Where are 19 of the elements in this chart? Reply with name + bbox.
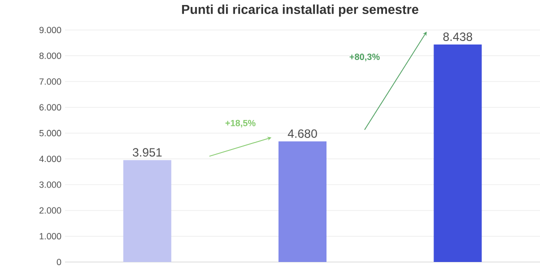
chart-title: Punti di ricarica installati per semestre <box>182 4 418 17</box>
data-label: 8.438 <box>443 32 472 41</box>
annotation: +80,3% <box>350 54 380 62</box>
y-tick-label: 8.000 <box>39 52 62 59</box>
y-tick-label: 1.000 <box>40 233 62 240</box>
y-tick-label: 5.000 <box>39 130 62 136</box>
bar <box>123 160 172 262</box>
data-label: 3.951 <box>132 148 162 157</box>
y-tick-label: 7.000 <box>39 78 62 85</box>
y-tick-label: 2.000 <box>39 207 62 214</box>
y-tick-label: 6.000 <box>39 104 62 111</box>
y-tick-label: 0 <box>56 258 62 266</box>
y-tick-label: 9.000 <box>39 26 62 34</box>
bar <box>434 44 482 262</box>
y-tick-label: 4.000 <box>39 156 62 162</box>
bar <box>278 141 327 262</box>
data-label: 4.680 <box>288 129 317 138</box>
annotation: +18,5% <box>225 120 256 128</box>
y-tick-label: 3.000 <box>39 181 62 188</box>
